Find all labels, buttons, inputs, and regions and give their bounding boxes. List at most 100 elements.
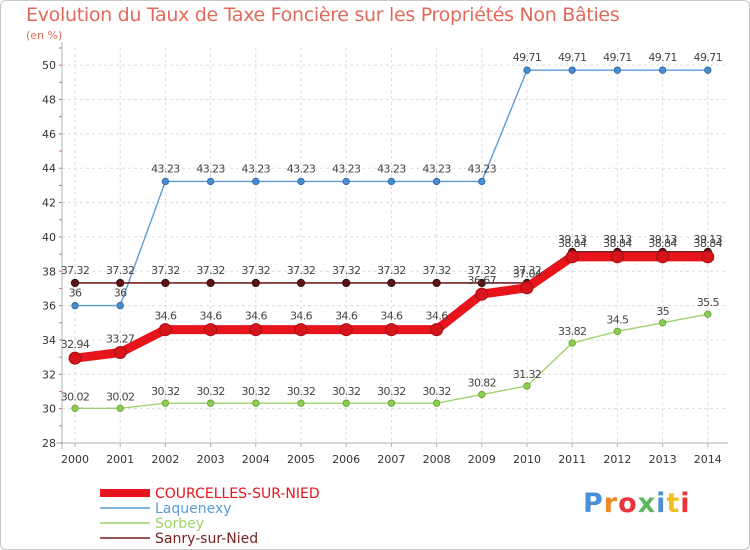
legend-label-courcelles-sur-nied: COURCELLES-SUR-NIED [155,486,320,502]
data-label-courcelles-sur-nied-2000: 32.94 [61,338,90,351]
data-label-sanry-sur-nied-2002: 37.32 [151,264,180,277]
logo-letter: t [666,488,681,519]
data-label-laquenexy-2005: 43.23 [287,162,316,175]
data-label-sanry-sur-nied-2003: 37.32 [196,264,225,277]
chart-title: Evolution du Taux de Taxe Foncière sur l… [26,4,620,26]
legend-label-sorbey: Sorbey [155,516,204,532]
point-courcelles-sur-nied-2005 [294,323,308,337]
point-sorbey-2010 [523,382,531,390]
point-sanry-sur-nied-2000 [70,278,80,288]
point-sanry-sur-nied-2005 [296,278,306,288]
point-courcelles-sur-nied-2003 [204,323,218,337]
proxiti-logo: Proxiti [583,488,691,519]
data-label-laquenexy-2014: 49.71 [694,51,723,64]
x-tick-label-2008: 2008 [423,453,451,466]
x-tick-label-2012: 2012 [603,453,631,466]
data-label-sanry-sur-nied-2004: 37.32 [242,264,271,277]
point-laquenexy-2008 [432,177,441,186]
data-label-sorbey-2000: 30.02 [61,390,90,403]
point-laquenexy-2011 [568,66,576,74]
point-sanry-sur-nied-2002 [161,278,170,288]
x-tick-label-2007: 2007 [377,453,405,466]
data-label-sanry-sur-nied-2007: 37.32 [377,264,406,277]
y-tick-label-30: 30 [42,403,56,416]
data-label-courcelles-sur-nied-2009: 36.67 [468,274,497,287]
point-sorbey-2013 [658,319,667,327]
data-label-laquenexy-2000: 36 [69,287,82,300]
data-label-laquenexy-2013: 49.71 [648,51,677,64]
data-label-sorbey-2014: 35.5 [697,296,720,309]
x-tick-label-2010: 2010 [513,453,541,466]
point-sanry-sur-nied-2009 [477,278,486,288]
legend: COURCELLES-SUR-NIEDLaquenexySorbeySanry-… [100,486,320,547]
point-sorbey-2003 [206,399,215,407]
point-courcelles-sur-nied-2007 [384,323,398,337]
point-sorbey-2004 [252,399,260,407]
point-sorbey-2009 [478,390,486,399]
data-label-laquenexy-2007: 43.23 [377,162,406,175]
x-tick-label-2013: 2013 [649,453,677,466]
point-sanry-sur-nied-2004 [251,278,260,288]
point-laquenexy-2013 [658,66,667,74]
x-tick-label-2009: 2009 [468,453,496,466]
point-sorbey-2000 [71,404,79,413]
logo-letter: i [656,488,667,519]
logo-letter: P [583,488,604,519]
data-label-laquenexy-2009: 43.23 [468,162,497,175]
data-label-sanry-sur-nied-2001: 37.32 [106,264,135,277]
data-label-sanry-sur-nied-2013: 39.13 [648,233,677,246]
point-laquenexy-2004 [252,177,260,186]
data-label-courcelles-sur-nied-2003: 34.6 [200,310,223,323]
point-courcelles-sur-nied-2012 [610,250,624,264]
y-axis-unit-label: (en %) [26,29,63,42]
point-courcelles-sur-nied-2013 [656,250,670,264]
data-label-courcelles-sur-nied-2005: 34.6 [290,310,313,323]
legend-label-laquenexy: Laquenexy [155,501,232,517]
data-label-courcelles-sur-nied-2010: 37.04 [513,268,542,281]
point-sorbey-2001 [116,404,124,413]
logo-letter: x [637,488,657,519]
data-label-sorbey-2001: 30.02 [106,390,135,403]
data-label-sanry-sur-nied-2014: 39.13 [694,233,723,246]
y-tick-label-50: 50 [42,59,56,72]
data-label-sorbey-2003: 30.32 [196,385,225,398]
data-label-sorbey-2013: 35 [656,305,669,318]
axes [56,42,728,449]
point-laquenexy-2012 [613,66,622,74]
data-label-sorbey-2007: 30.32 [377,385,406,398]
x-tick-label-2004: 2004 [242,453,270,466]
point-courcelles-sur-nied-2014 [701,250,715,264]
data-label-sanry-sur-nied-2009: 37.32 [468,264,497,277]
x-tick-label-2014: 2014 [694,453,722,466]
logo-letter: o [618,488,638,519]
data-label-courcelles-sur-nied-2012: 38.84 [603,237,632,250]
x-tick-label-2003: 2003 [197,453,225,466]
legend-label-sanry-sur-nied: Sanry-sur-Nied [155,531,258,547]
data-label-laquenexy-2001: 36 [114,287,127,300]
x-tick-label-2006: 2006 [332,453,360,466]
data-label-sorbey-2002: 30.32 [151,385,180,398]
point-laquenexy-2002 [161,177,170,186]
data-label-sanry-sur-nied-2011: 39.13 [558,233,587,246]
data-label-courcelles-sur-nied-2013: 38.84 [648,237,677,250]
point-sorbey-2014 [704,310,712,318]
point-sorbey-2011 [568,339,576,347]
point-sorbey-2008 [432,399,441,407]
y-tick-label-48: 48 [42,94,56,107]
point-sanry-sur-nied-2008 [432,278,441,288]
y-tick-label-38: 38 [42,265,56,278]
logo-letter: r [603,488,619,519]
data-label-sorbey-2009: 30.82 [468,377,497,390]
data-label-sanry-sur-nied-2012: 39.13 [603,233,632,246]
y-tick-label-42: 42 [42,197,56,210]
point-laquenexy-2001 [116,301,124,310]
point-courcelles-sur-nied-2011 [565,250,579,264]
series-group [68,66,715,413]
data-label-laquenexy-2002: 43.23 [151,162,180,175]
data-label-courcelles-sur-nied-2011: 38.84 [558,237,587,250]
point-laquenexy-2005 [297,177,305,186]
point-laquenexy-2003 [206,177,215,186]
point-courcelles-sur-nied-2006 [339,323,353,337]
point-sanry-sur-nied-2007 [387,278,396,288]
data-label-sanry-sur-nied-2008: 37.32 [422,264,451,277]
